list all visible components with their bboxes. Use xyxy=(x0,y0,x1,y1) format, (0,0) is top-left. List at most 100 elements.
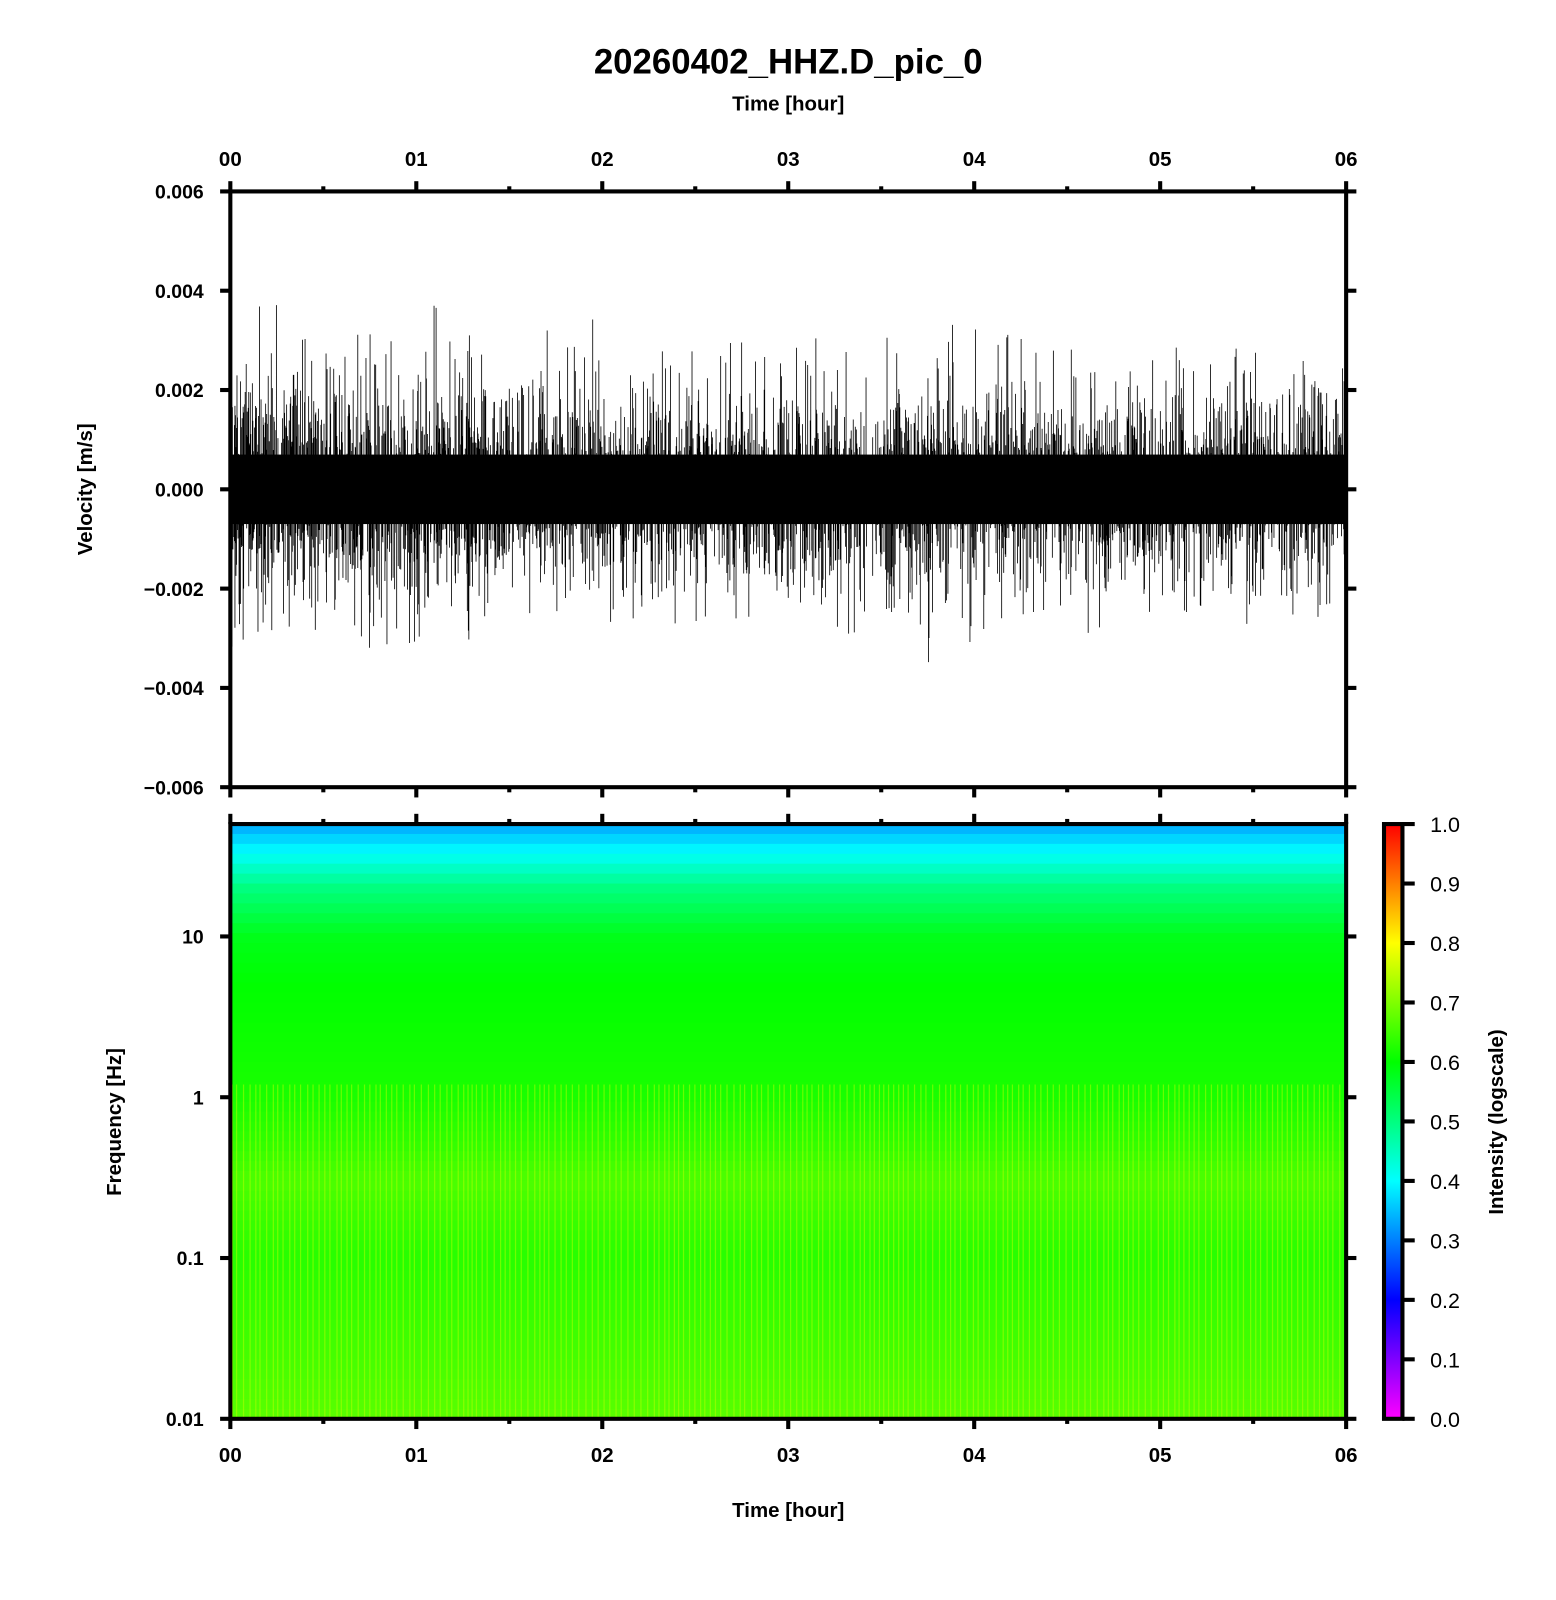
spectrogram-band xyxy=(230,972,1347,984)
x-tick-label: 05 xyxy=(1149,1444,1172,1467)
top-x-tick-label: 03 xyxy=(777,148,800,171)
chart-title: 20260402_HHZ.D_pic_0 xyxy=(594,43,983,82)
colorbar-tick-label: 0.4 xyxy=(1430,1170,1460,1194)
colorbar-tick-label: 0.5 xyxy=(1430,1111,1460,1135)
spectrogram-band xyxy=(230,1190,1347,1202)
top-x-tick-label: 02 xyxy=(591,148,614,171)
spectrogram xyxy=(230,824,1347,1420)
spectrogram-band xyxy=(230,1022,1347,1033)
spectrogram-band xyxy=(230,893,1347,904)
spectrogram-band xyxy=(230,1389,1347,1400)
velocity-tick-label: −0.004 xyxy=(144,678,204,700)
spectrogram-band xyxy=(230,1131,1347,1142)
spectrogram-band xyxy=(230,863,1347,875)
frequency-tick-label: 1 xyxy=(193,1087,204,1109)
top-x-tick-label: 00 xyxy=(219,148,242,171)
spectrogram-band xyxy=(230,913,1347,924)
top-x-tick-label: 04 xyxy=(963,148,986,171)
velocity-tick-label: 0.002 xyxy=(155,380,204,402)
colorbar-tick-label: 1.0 xyxy=(1430,813,1460,837)
frequency-tick-label: 0.1 xyxy=(177,1248,204,1270)
top-x-tick-label: 05 xyxy=(1149,148,1172,171)
top-x-tick-label: 06 xyxy=(1335,148,1358,171)
spectrogram-band xyxy=(230,1339,1347,1350)
x-tick-label: 06 xyxy=(1335,1444,1358,1467)
spectrogram-band xyxy=(230,1101,1347,1113)
spectrogram-band xyxy=(230,1309,1347,1321)
spectrogram-band xyxy=(230,1260,1347,1271)
spectrogram-band xyxy=(230,853,1347,865)
top-x-axis-label: Time [hour] xyxy=(732,93,844,116)
colorbar-tick-label: 0.8 xyxy=(1430,932,1460,956)
spectrogram-band xyxy=(230,1408,1347,1420)
frequency-tick-label: 0.01 xyxy=(166,1409,204,1431)
x-tick-label: 03 xyxy=(777,1444,800,1467)
spectrogram-band xyxy=(230,903,1347,914)
x-axis-label: Time [hour] xyxy=(732,1499,844,1522)
x-tick-label: 04 xyxy=(963,1444,986,1467)
spectrogram-band xyxy=(230,1170,1347,1182)
x-tick-label: 00 xyxy=(219,1444,242,1467)
spectrogram-band xyxy=(230,1289,1347,1301)
spectrogram-band xyxy=(230,992,1347,1003)
spectrogram-band xyxy=(230,1379,1347,1390)
colorbar-tick-label: 0.6 xyxy=(1430,1051,1460,1075)
spectrogram-band xyxy=(230,952,1347,964)
velocity-tick-label: −0.006 xyxy=(144,777,204,799)
spectrogram-band xyxy=(230,1200,1347,1212)
spectrogram-band xyxy=(230,982,1347,994)
velocity-tick-label: 0.004 xyxy=(155,281,204,303)
x-tick-label: 02 xyxy=(591,1444,614,1467)
spectrogram-band xyxy=(230,1210,1347,1222)
spectrogram-band xyxy=(230,1141,1347,1152)
spectrogram-band xyxy=(230,1369,1347,1380)
x-tick-label: 01 xyxy=(405,1444,428,1467)
top-x-tick-label: 01 xyxy=(405,148,428,171)
spectrogram-band xyxy=(230,933,1347,944)
spectrogram-band xyxy=(230,1280,1347,1291)
velocity-tick-label: −0.002 xyxy=(144,579,204,601)
spectrogram-band xyxy=(230,1002,1347,1013)
colorbar-tick-label: 0.0 xyxy=(1430,1408,1460,1432)
spectrogram-band xyxy=(230,833,1347,845)
spectrogram-band xyxy=(230,1121,1347,1132)
colorbar-label: Intensity (logscale) xyxy=(1485,1029,1508,1214)
spectrogram-band xyxy=(230,1270,1347,1281)
spectrogram-band xyxy=(230,1052,1347,1063)
velocity-tick-label: 0.000 xyxy=(155,479,204,501)
spectrogram-band xyxy=(230,1230,1347,1241)
colorbar-tick-label: 0.7 xyxy=(1430,992,1460,1016)
spectrogram-band xyxy=(230,1151,1347,1162)
velocity-tick-label: 0.006 xyxy=(155,182,204,204)
frequency-tick-label: 10 xyxy=(182,927,204,949)
spectrogram-band xyxy=(230,1012,1347,1023)
spectrogram-band xyxy=(230,1359,1347,1370)
spectrogram-band xyxy=(230,1071,1347,1083)
spectrogram-band xyxy=(230,883,1347,894)
spectrogram-band xyxy=(230,1061,1347,1073)
axes: 00 00 01 01 02 02 03 03 04 04 05 05 06 06 0.006 0.004 0.… xyxy=(144,148,1460,1467)
spectrogram-band xyxy=(230,962,1347,974)
spectrogram-band xyxy=(230,1398,1347,1410)
spectrogram-band xyxy=(230,1250,1347,1261)
colorbar-tick-label: 0.9 xyxy=(1430,873,1460,897)
spectrogram-band xyxy=(230,1319,1347,1331)
colorbar-tick-label: 0.1 xyxy=(1430,1349,1460,1373)
waveform-core xyxy=(230,454,1347,525)
spectrogram-band xyxy=(230,1220,1347,1231)
spectrogram-band xyxy=(230,1329,1347,1341)
spectrogram-band xyxy=(230,1161,1347,1172)
y-axis-label-frequency: Frequency [Hz] xyxy=(103,1048,126,1196)
spectrogram-band xyxy=(230,1240,1347,1251)
spectrogram-band xyxy=(230,923,1347,934)
spectrogram-band xyxy=(230,1091,1347,1103)
spectrogram-band xyxy=(230,873,1347,885)
spectrogram-band xyxy=(230,1042,1347,1053)
spectrogram-band xyxy=(230,824,1347,835)
y-axis-label-velocity: Velocity [m/s] xyxy=(74,423,97,555)
spectrogram-band xyxy=(230,1111,1347,1122)
spectrogram-band xyxy=(230,1081,1347,1093)
colorbar xyxy=(1381,822,1405,1421)
spectrogram-band xyxy=(230,843,1347,855)
